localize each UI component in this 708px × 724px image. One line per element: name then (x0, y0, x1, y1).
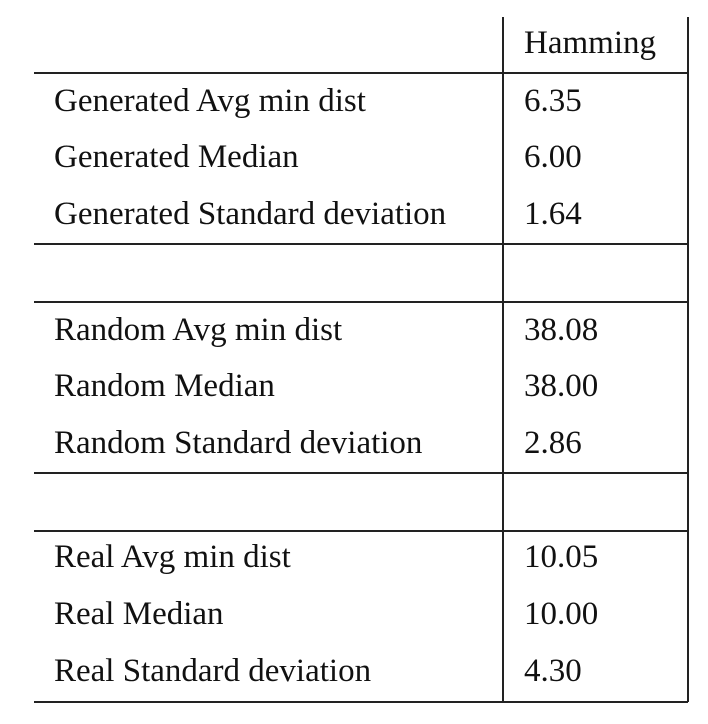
group-rule (34, 243, 688, 245)
bottom-rule (34, 701, 688, 703)
row-label: Real Standard deviation (54, 653, 372, 689)
row-value: 2.86 (524, 425, 582, 461)
row-label: Generated Median (54, 139, 299, 175)
row-label: Generated Standard deviation (54, 196, 447, 232)
row-value: 4.30 (524, 653, 582, 689)
column-header-hamming: Hamming (524, 25, 656, 61)
row-value: 10.05 (524, 539, 599, 575)
right-border (687, 17, 689, 702)
row-value: 6.00 (524, 139, 582, 175)
row-label: Random Avg min dist (54, 312, 343, 348)
column-separator (502, 17, 504, 702)
row-value: 10.00 (524, 596, 599, 632)
header-rule (34, 72, 688, 74)
row-label: Generated Avg min dist (54, 83, 366, 119)
row-value: 38.08 (524, 312, 599, 348)
group-rule (34, 530, 688, 532)
row-label: Real Median (54, 596, 224, 632)
row-label: Random Standard deviation (54, 425, 423, 461)
group-rule (34, 301, 688, 303)
row-label: Real Avg min dist (54, 539, 291, 575)
row-value: 38.00 (524, 368, 599, 404)
row-value: 6.35 (524, 83, 582, 119)
row-value: 1.64 (524, 196, 582, 232)
row-label: Random Median (54, 368, 275, 404)
group-rule (34, 472, 688, 474)
